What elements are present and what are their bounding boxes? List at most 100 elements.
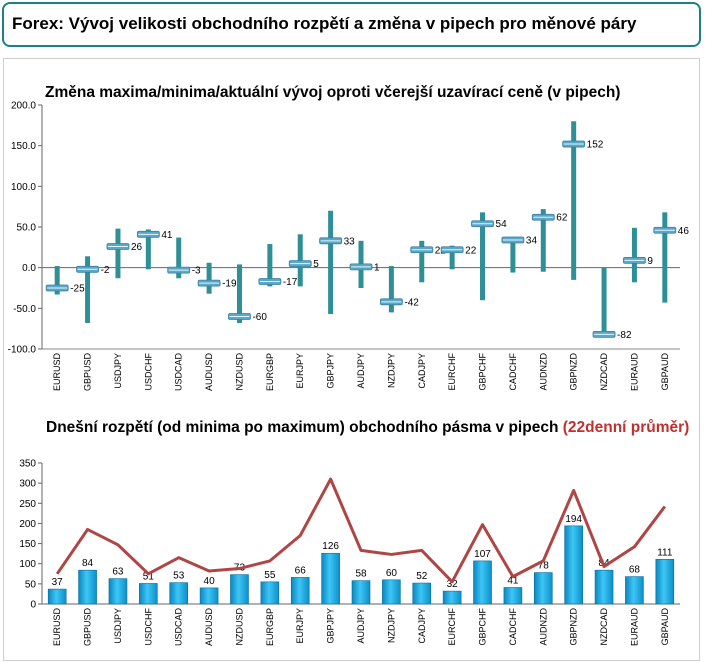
range-bar [480,212,486,301]
range-bar [571,121,577,280]
x-category-label: NZDCAD [599,608,609,646]
data-label: 54 [496,219,508,230]
range-bar [85,256,91,323]
x-category-label: GBPAUD [660,608,670,646]
data-label: 34 [526,236,538,247]
range-bar [662,212,668,303]
range-bar [47,588,67,605]
range-bar [169,582,189,605]
data-label: 22 [435,245,447,256]
data-label: 152 [587,140,604,151]
x-category-label: NZDJPY [386,608,396,643]
range-bar [533,572,553,605]
x-category-label: NZDCAD [599,353,609,391]
y-tick-label: 250 [19,499,36,510]
range-bar [290,577,310,605]
data-label: 52 [416,571,428,582]
x-category-label: AUDNZD [538,353,548,391]
data-label: 62 [556,213,568,224]
x-category-label: GBPAUD [660,353,670,391]
y-tick-label: 350 [19,459,36,470]
data-label: 107 [474,549,491,560]
x-category-label: USDCAD [174,353,184,392]
y-tick-label: -50.0 [13,304,36,315]
x-category-label: GBPNZD [569,608,579,646]
data-label: 84 [82,558,94,569]
data-label: 58 [355,569,367,580]
x-category-label: USDJPY [113,608,123,644]
data-label: -42 [404,297,419,308]
data-label: -19 [222,279,237,290]
x-category-label: EURGBP [265,608,275,646]
range-bar [145,229,151,270]
data-label: -2 [101,265,110,276]
data-label: -17 [283,277,298,288]
x-category-label: CADCHF [508,352,518,390]
data-label: 41 [507,575,519,586]
data-label: 37 [52,577,64,588]
y-tick-label: 150 [19,539,36,550]
data-label: 41 [161,230,173,241]
range-bar [625,576,644,605]
x-category-label: AUDJPY [356,353,366,389]
range-bar [328,210,334,315]
data-label: 32 [447,579,459,590]
range-bar [321,552,340,605]
range-bar [230,574,249,605]
range-bar [540,209,546,272]
range-bar [199,587,219,605]
range-bar [206,262,212,294]
y-tick-label: 100.0 [11,182,36,193]
x-category-label: CADJPY [417,608,427,644]
data-label: 126 [322,541,339,552]
y-tick-label: 0.0 [22,263,36,274]
x-category-label: USDJPY [113,353,123,389]
data-label: -25 [70,284,85,295]
x-category-label: NZDUSD [234,608,244,646]
range-change-chart-title: Změna maxima/minima/aktuální vývoj oprot… [45,84,621,101]
data-label: 33 [344,236,356,247]
y-tick-label: 0 [30,600,36,611]
x-category-label: AUDUSD [204,353,214,392]
daily-range-title-accent: (22denní průměr) [562,419,690,436]
range-bar [176,237,182,279]
avg-22day-line [55,477,667,584]
data-label: 53 [173,571,185,582]
x-category-label: USDCAD [174,608,184,647]
data-label: 5 [313,259,319,270]
data-label: 9 [647,256,653,267]
range-bar [108,578,128,605]
data-label: 1 [374,262,380,273]
y-tick-label: -100.0 [8,345,37,356]
y-tick-label: 200 [19,519,36,530]
range-bar [78,569,97,605]
range-bar [449,245,455,270]
data-label: -82 [617,330,632,341]
daily-range-title-main: Dnešní rozpětí (od minima po maximum) ob… [46,419,559,436]
data-label: 66 [295,565,307,576]
range-bar [503,587,523,605]
x-category-label: GBPJPY [326,608,336,644]
x-category-label: AUDJPY [356,608,366,644]
x-category-label: AUDUSD [204,608,214,647]
data-label: 51 [143,571,155,582]
x-category-label: EURUSD [52,608,62,647]
range-bar [655,558,675,605]
data-label: 111 [657,547,673,558]
data-label: -3 [192,266,201,277]
x-category-label: GBPCHF [478,353,488,391]
x-category-label: GBPNZD [569,353,579,391]
chart-panel [3,58,700,661]
daily-range-chart-title: Dnešní rozpětí (od minima po maximum) ob… [46,419,689,437]
x-category-label: EURCHF [447,607,457,645]
x-category-label: NZDUSD [234,353,244,391]
range-bar [267,244,273,287]
x-category-label: CADJPY [417,353,427,389]
y-tick-label: 200.0 [11,101,36,112]
data-label: -60 [252,312,267,323]
range-bar [115,228,121,279]
range-bar [382,579,401,605]
data-label: 22 [465,245,477,256]
header-box: Forex: Vývoj velikosti obchodního rozpět… [2,2,701,47]
x-category-label: EURAUD [629,608,639,647]
